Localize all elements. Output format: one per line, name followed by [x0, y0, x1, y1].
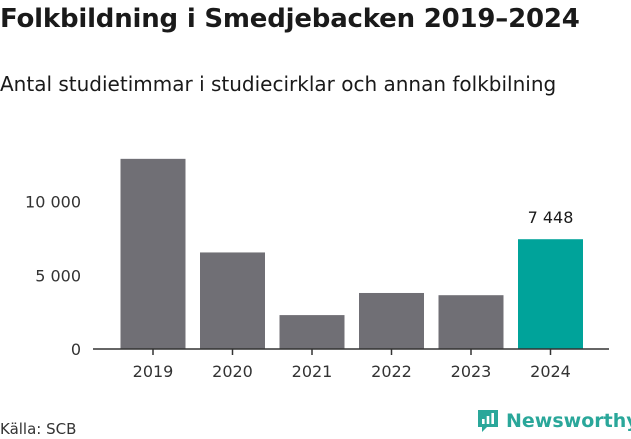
- x-tick-label: 2023: [451, 362, 492, 381]
- bar-2021: [279, 315, 345, 349]
- data-label: 7 448: [528, 208, 574, 227]
- bar-2019: [120, 158, 186, 349]
- source-note: Källa: SCB: [0, 420, 77, 438]
- x-tick-label: 2022: [371, 362, 412, 381]
- y-tick-label: 10 000: [25, 193, 81, 212]
- data-labels: 7 448: [528, 208, 574, 227]
- x-tick-label: 2020: [212, 362, 253, 381]
- x-tick-label: 2024: [530, 362, 571, 381]
- x-tick-label: 2019: [133, 362, 174, 381]
- x-tick-label: 2021: [292, 362, 333, 381]
- y-tick-label: 5 000: [35, 266, 81, 285]
- chart-subtitle: Antal studietimmar i studiecirklar och a…: [0, 72, 557, 96]
- y-axis: 0 5 000 10 000: [25, 193, 81, 359]
- bar-2024: [518, 239, 583, 349]
- newsworthy-logo-icon: [478, 410, 498, 432]
- y-tick-label: 0: [71, 340, 81, 359]
- brand-logo: Newsworthy: [476, 408, 631, 434]
- bar-2023: [438, 295, 504, 349]
- bar-2020: [200, 252, 265, 349]
- bar-2022: [359, 292, 424, 349]
- brand-name: Newsworthy: [506, 410, 631, 432]
- bars: [120, 158, 583, 349]
- chart-title: Folkbildning i Smedjebacken 2019–2024: [0, 4, 580, 34]
- x-axis: 2019 2020 2021 2022 2023 2024: [133, 349, 571, 381]
